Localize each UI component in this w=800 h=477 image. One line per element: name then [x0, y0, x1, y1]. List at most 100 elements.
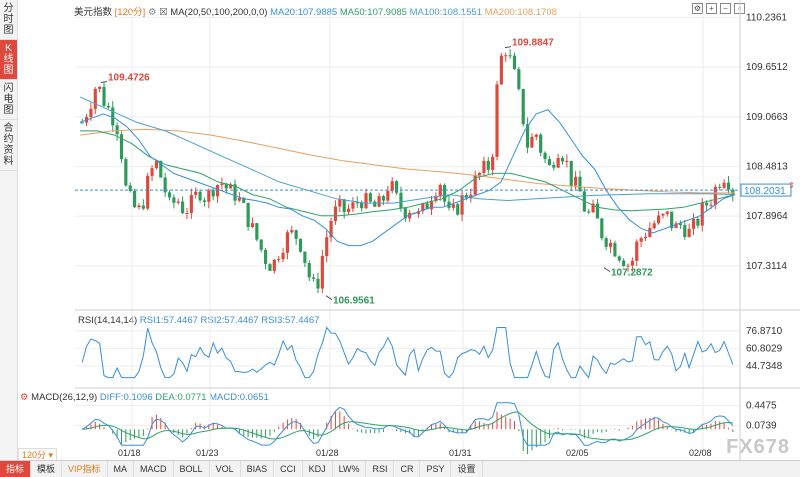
candle-body [172, 197, 176, 203]
macd-params: MACD(26,12,9) [31, 392, 98, 403]
candle-body [648, 228, 652, 237]
candle-body [495, 84, 499, 157]
indicator-10[interactable]: LW% [333, 461, 367, 477]
candle-body [312, 277, 316, 279]
price-tick: 107.3114 [746, 261, 787, 272]
candle-body [224, 183, 228, 189]
candle-body [726, 182, 731, 190]
tab-kline[interactable]: K线图 [0, 40, 17, 80]
candle-body [189, 194, 193, 214]
ma-params: MA(20,50,100,200,0,0) [170, 7, 268, 18]
tab-time-share[interactable]: 分时图 [0, 0, 17, 40]
candle-body [429, 200, 434, 210]
candle-body [194, 191, 198, 195]
candle-body [185, 213, 189, 215]
indicator-12[interactable]: CR [394, 461, 421, 477]
indicator-5[interactable]: BOLL [174, 461, 210, 477]
candle-body [119, 134, 124, 160]
candle-body [491, 156, 495, 170]
candle-body [329, 221, 333, 238]
candle-body [451, 204, 455, 208]
candle-body [543, 152, 547, 160]
candle-body [342, 199, 346, 213]
indicator-14[interactable]: 设置 [451, 461, 483, 477]
candle-body [202, 200, 207, 202]
candle-body [93, 88, 97, 109]
candle-body [233, 184, 237, 201]
candle-body [661, 213, 665, 216]
candle-body [246, 202, 250, 228]
candle-body [595, 203, 600, 219]
date-tick: 02/05 [566, 448, 589, 458]
rsi-series [81, 326, 734, 379]
candle-body [181, 201, 185, 214]
candle-body [325, 237, 329, 257]
macd-series [81, 402, 734, 455]
macd-settings-icon[interactable]: ⚙ [20, 392, 29, 403]
tab-label: 合约资料 [3, 123, 14, 167]
candle-body [539, 134, 543, 153]
candle-body [298, 238, 303, 252]
candle-body [569, 160, 573, 186]
candle-body [718, 186, 722, 188]
tab-contract-info[interactable]: 合约资料 [0, 120, 17, 171]
period-label[interactable]: [120分] [114, 7, 146, 18]
candle-body [386, 190, 390, 201]
ma-checkbox-icon[interactable]: ☒ [159, 7, 168, 18]
indicator-6[interactable]: VOL [210, 461, 241, 477]
candle-body [338, 199, 342, 207]
candle-body [617, 256, 621, 261]
moving-averages [75, 96, 740, 247]
candle-body [556, 158, 560, 168]
candle-body [272, 259, 276, 271]
candle-body [154, 161, 158, 169]
candle-body [220, 183, 224, 186]
price-axis: 110.2361 109.6512 109.0663 108.4813 107.8964… [118, 12, 795, 458]
indicator-11[interactable]: RSI [366, 461, 395, 477]
candle-body [333, 206, 338, 222]
candle-body [578, 176, 582, 192]
tab-label: K线图 [3, 43, 14, 76]
add-icon[interactable]: + [706, 3, 717, 14]
date-tick: 01/18 [118, 448, 141, 458]
indicator-0[interactable]: 指标 [0, 461, 32, 477]
minimize-icon[interactable]: − [720, 3, 731, 14]
candle-body [111, 107, 115, 126]
indicator-2[interactable]: VIP指标 [62, 461, 108, 477]
candle-body [115, 125, 119, 135]
candle-body [346, 208, 351, 213]
grid-lines [75, 12, 740, 455]
tab-flash[interactable]: 闪电图 [0, 80, 17, 120]
candle-body [106, 105, 110, 108]
candle-body [608, 243, 613, 247]
date-tick: 01/31 [449, 448, 472, 458]
candle-body [456, 204, 460, 215]
rsi-line [81, 326, 734, 379]
ma50-value: MA50:107.9085 [339, 7, 407, 18]
dea-value: DEA:0.0771 [155, 392, 207, 403]
current-price-text: 108.2031 [744, 186, 786, 197]
candle-body [163, 177, 167, 193]
indicator-9[interactable]: KDJ [303, 461, 333, 477]
candle-body [486, 160, 490, 170]
indicator-7[interactable]: BIAS [241, 461, 275, 477]
candle-body [460, 195, 464, 215]
indicator-8[interactable]: CCI [274, 461, 303, 477]
candle-body [133, 190, 137, 208]
gear-icon[interactable]: ⚙ [147, 7, 157, 18]
kline-chart[interactable]: 110.2361 109.6512 109.0663 108.4813 107.8964… [0, 0, 800, 460]
candle-body [250, 223, 255, 228]
indicator-13[interactable]: PSY [420, 461, 452, 477]
indicator-4[interactable]: MACD [134, 461, 174, 477]
candle-body [307, 262, 311, 278]
candle-body [259, 239, 263, 250]
indicator-3[interactable]: MA [108, 461, 135, 477]
candle-body [709, 204, 713, 206]
candle-body [521, 89, 525, 125]
indicator-1[interactable]: 模板 [31, 461, 63, 477]
candle-body [124, 159, 128, 186]
rsi-params: RSI(14,14,14) [78, 315, 138, 326]
candle-body [381, 196, 386, 201]
settings-icon[interactable]: ⚙ [692, 3, 703, 14]
candle-body [242, 198, 246, 203]
